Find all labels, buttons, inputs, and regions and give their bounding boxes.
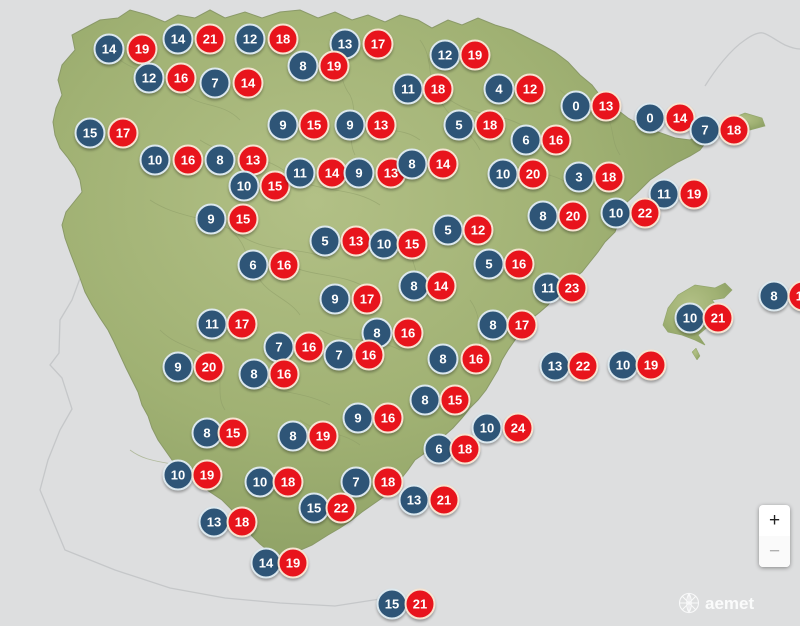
svg-text:aemet: aemet (705, 594, 754, 613)
